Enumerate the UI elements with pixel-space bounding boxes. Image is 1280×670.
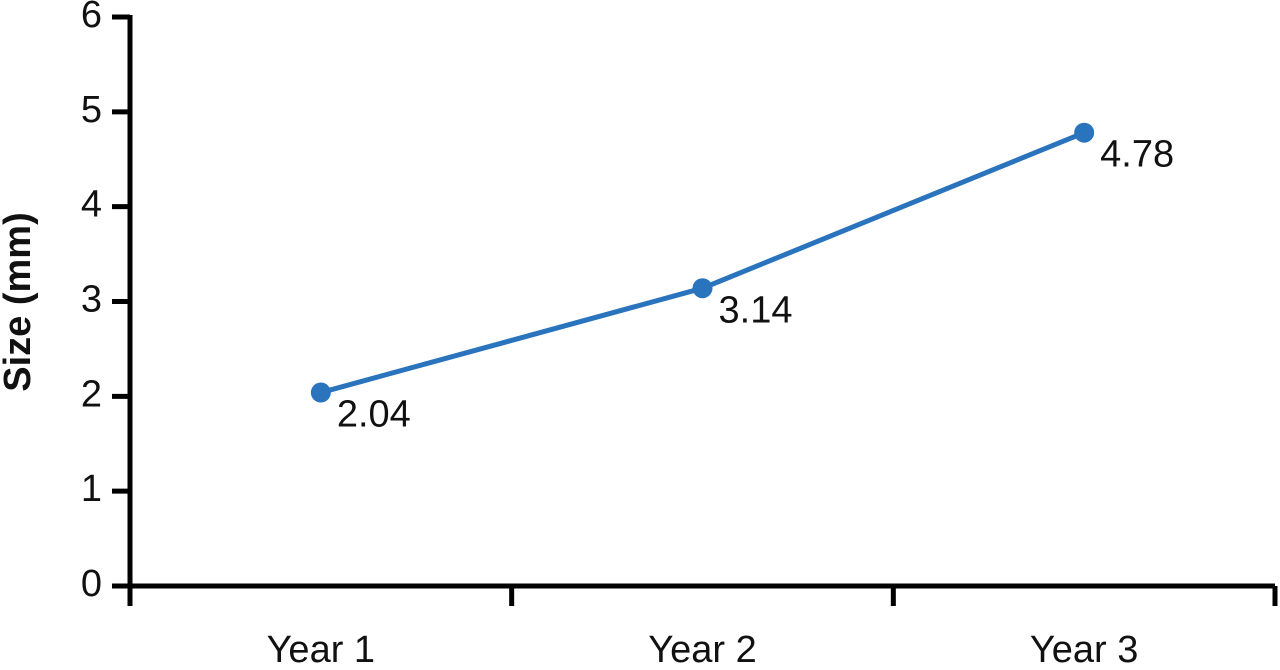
- x-tick-label: Year 1: [267, 629, 375, 670]
- y-tick-label: 1: [81, 468, 102, 510]
- y-tick-label: 3: [81, 279, 102, 321]
- y-axis-label: Size (mm): [0, 212, 39, 391]
- marker: [310, 382, 331, 403]
- y-tick-label: 4: [81, 184, 102, 226]
- y-tick-label: 0: [81, 563, 102, 605]
- y-tick-label: 2: [81, 373, 102, 415]
- x-tick-label: Year 3: [1030, 629, 1138, 670]
- marker: [1074, 122, 1095, 143]
- data-label: 2.04: [337, 394, 411, 436]
- y-tick-label: 5: [81, 89, 102, 131]
- y-tick-label: 6: [81, 0, 102, 36]
- data-label: 3.14: [719, 289, 793, 331]
- x-tick-label: Year 2: [648, 629, 756, 670]
- marker: [692, 278, 713, 299]
- line: [320, 130, 1086, 395]
- data-label: 4.78: [1100, 134, 1174, 176]
